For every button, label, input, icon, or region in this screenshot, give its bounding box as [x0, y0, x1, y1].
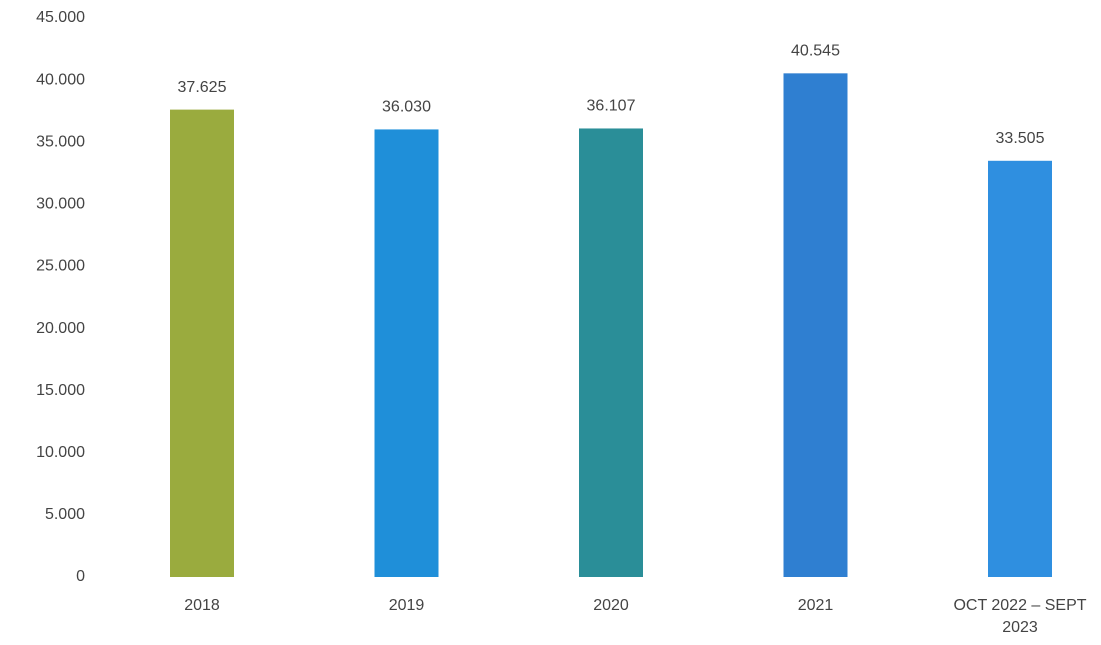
- y-tick-label: 45.000: [36, 9, 85, 26]
- x-tick-label: 2019: [332, 595, 482, 617]
- y-tick-label: 20.000: [36, 320, 85, 337]
- y-tick-label: 5.000: [45, 506, 85, 523]
- data-label: 36.107: [587, 98, 636, 115]
- x-tick-label: 2020: [536, 595, 686, 617]
- chart: 0 5.000 10.000 15.000 20.000 25.000 30.000 35.0…: [0, 0, 1101, 645]
- y-tick-label: 0: [76, 568, 85, 585]
- bar: [579, 128, 643, 577]
- y-tick-label: 25.000: [36, 258, 85, 275]
- bar: [784, 73, 848, 577]
- y-tick-label: 15.000: [36, 382, 85, 399]
- x-tick-label: OCT 2022 – SEPT 2023: [945, 595, 1095, 639]
- y-tick-label: 40.000: [36, 71, 85, 88]
- bar: [375, 129, 439, 577]
- data-label: 33.505: [996, 130, 1045, 147]
- data-label: 36.030: [382, 99, 431, 116]
- x-tick-label: 2018: [127, 595, 277, 617]
- y-tick-label: 35.000: [36, 133, 85, 150]
- bar: [170, 110, 234, 577]
- chart-container: 0 5.000 10.000 15.000 20.000 25.000 30.000 35.0…: [0, 0, 1101, 645]
- data-label: 37.625: [178, 79, 227, 96]
- y-tick-label: 30.000: [36, 196, 85, 213]
- x-tick-label: 2021: [741, 595, 891, 617]
- data-label: 40.545: [791, 43, 840, 60]
- y-tick-label: 10.000: [36, 444, 85, 461]
- bar: [988, 161, 1052, 577]
